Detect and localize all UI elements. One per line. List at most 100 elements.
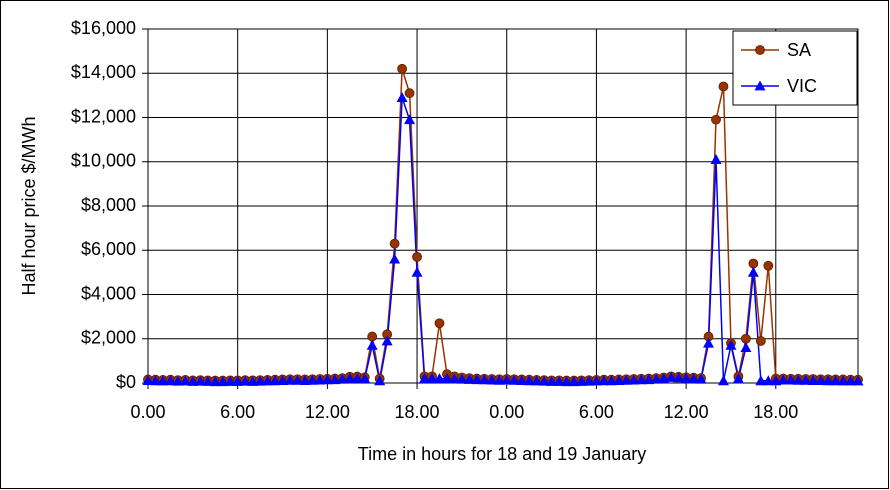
marker	[538, 375, 550, 386]
marker	[763, 260, 774, 271]
marker	[680, 372, 692, 383]
marker	[299, 375, 311, 385]
x-tick-label: 12.00	[664, 402, 709, 422]
marker	[291, 374, 303, 385]
marker	[762, 375, 774, 386]
marker	[493, 374, 505, 385]
marker	[412, 251, 422, 262]
marker	[830, 375, 842, 386]
marker	[740, 342, 752, 352]
marker	[718, 81, 729, 92]
marker	[389, 238, 400, 249]
marker	[807, 375, 819, 385]
marker	[247, 375, 259, 386]
marker	[306, 374, 318, 385]
marker	[800, 374, 812, 385]
x-axis-label: Time in hours for 18 and 19 January	[358, 444, 647, 464]
marker	[650, 373, 662, 384]
marker	[822, 375, 834, 386]
marker	[620, 374, 632, 385]
marker	[397, 63, 408, 74]
marker	[262, 375, 274, 386]
marker	[157, 375, 169, 386]
marker	[277, 375, 289, 385]
legend-marker	[754, 80, 766, 91]
legend-label: VIC	[787, 76, 817, 96]
marker	[635, 374, 647, 385]
marker	[748, 258, 759, 269]
marker	[546, 375, 558, 386]
marker	[463, 373, 475, 384]
legend-box	[732, 30, 858, 106]
marker	[711, 114, 721, 125]
marker	[688, 373, 700, 384]
marker	[725, 339, 737, 350]
marker	[224, 375, 236, 386]
marker	[747, 266, 759, 277]
marker	[553, 375, 565, 386]
y-axis-label: Half hour price $/MWh	[19, 116, 39, 295]
marker	[314, 374, 326, 385]
marker	[404, 88, 415, 99]
marker	[583, 375, 595, 386]
marker	[426, 373, 438, 383]
y-tick-label: $10,000	[71, 151, 136, 171]
marker	[366, 339, 378, 350]
marker	[419, 373, 431, 383]
marker	[381, 335, 393, 346]
marker	[269, 375, 281, 386]
marker	[785, 374, 797, 385]
marker	[194, 375, 206, 386]
x-tick-label: 12.00	[305, 402, 350, 422]
marker	[434, 318, 445, 329]
y-tick-label: $6,000	[81, 239, 136, 259]
marker	[590, 375, 602, 386]
marker	[486, 374, 498, 385]
marker	[187, 375, 199, 386]
marker	[359, 373, 371, 383]
marker	[396, 92, 408, 102]
marker	[605, 375, 617, 386]
marker	[284, 374, 296, 385]
marker	[852, 375, 864, 386]
y-tick-label: $8,000	[81, 195, 136, 215]
marker	[845, 375, 857, 386]
marker	[441, 373, 453, 383]
marker	[329, 374, 341, 385]
marker	[351, 372, 363, 383]
marker	[732, 373, 744, 383]
marker	[575, 375, 587, 386]
marker	[561, 376, 573, 387]
x-tick-label: 6.00	[220, 402, 255, 422]
marker	[433, 373, 445, 383]
marker	[164, 375, 176, 386]
marker	[374, 375, 386, 386]
marker	[508, 374, 520, 385]
y-tick-label: $14,000	[71, 62, 136, 82]
marker	[568, 376, 580, 387]
marker	[404, 114, 416, 125]
marker	[815, 375, 827, 385]
legend-label: SA	[787, 40, 811, 60]
x-tick-label: 18.00	[753, 402, 798, 422]
marker	[389, 253, 401, 264]
marker	[471, 374, 483, 385]
marker	[665, 371, 677, 382]
marker	[673, 372, 685, 383]
marker	[254, 375, 266, 386]
x-tick-label: 0.00	[489, 402, 524, 422]
marker	[628, 374, 640, 385]
marker	[755, 375, 767, 386]
marker	[149, 375, 161, 386]
marker	[792, 374, 804, 385]
x-tick-label: 18.00	[395, 402, 440, 422]
marker	[695, 373, 707, 384]
marker	[710, 154, 722, 164]
marker	[367, 331, 378, 342]
marker	[456, 373, 468, 384]
marker	[777, 374, 789, 385]
marker	[770, 375, 782, 386]
marker	[336, 373, 348, 384]
marker	[142, 375, 154, 385]
